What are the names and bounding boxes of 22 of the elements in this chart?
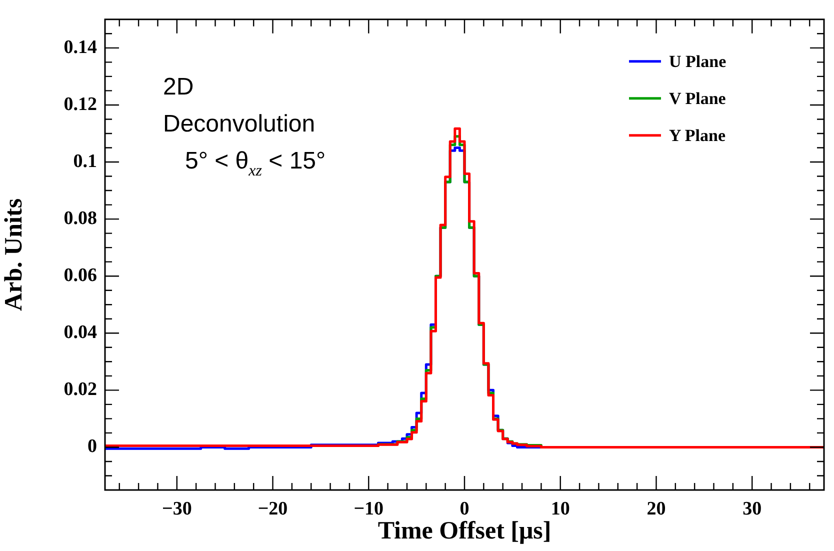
x-tick-label: 10 [550, 498, 570, 520]
legend-label: Y Plane [669, 126, 726, 145]
x-tick-label: 20 [646, 498, 666, 520]
y-tick-label: 0.04 [64, 322, 98, 344]
legend-label: U Plane [669, 52, 727, 71]
x-tick-label: 30 [742, 498, 762, 520]
y-tick-label: 0.1 [73, 150, 97, 172]
y-tick-label: 0.12 [64, 94, 97, 115]
annotation: Deconvolution [163, 110, 316, 138]
y-tick-label: 0.14 [64, 36, 98, 58]
x-tick-label: −10 [354, 498, 384, 520]
y-axis-title: Arb. Units [0, 198, 28, 311]
x-axis-title: Time Offset [μs] [378, 517, 552, 544]
y-tick-label: 0 [88, 436, 97, 458]
y-tick-label: 0.02 [64, 379, 97, 400]
y-tick-label: 0.08 [64, 208, 97, 229]
x-tick-label: 0 [460, 498, 470, 520]
annotation: 2D [163, 73, 194, 100]
x-tick-label: −20 [258, 498, 288, 520]
y-tick-label: 0.06 [64, 264, 97, 286]
legend-label: V Plane [669, 88, 726, 108]
x-tick-label: −30 [162, 498, 192, 520]
